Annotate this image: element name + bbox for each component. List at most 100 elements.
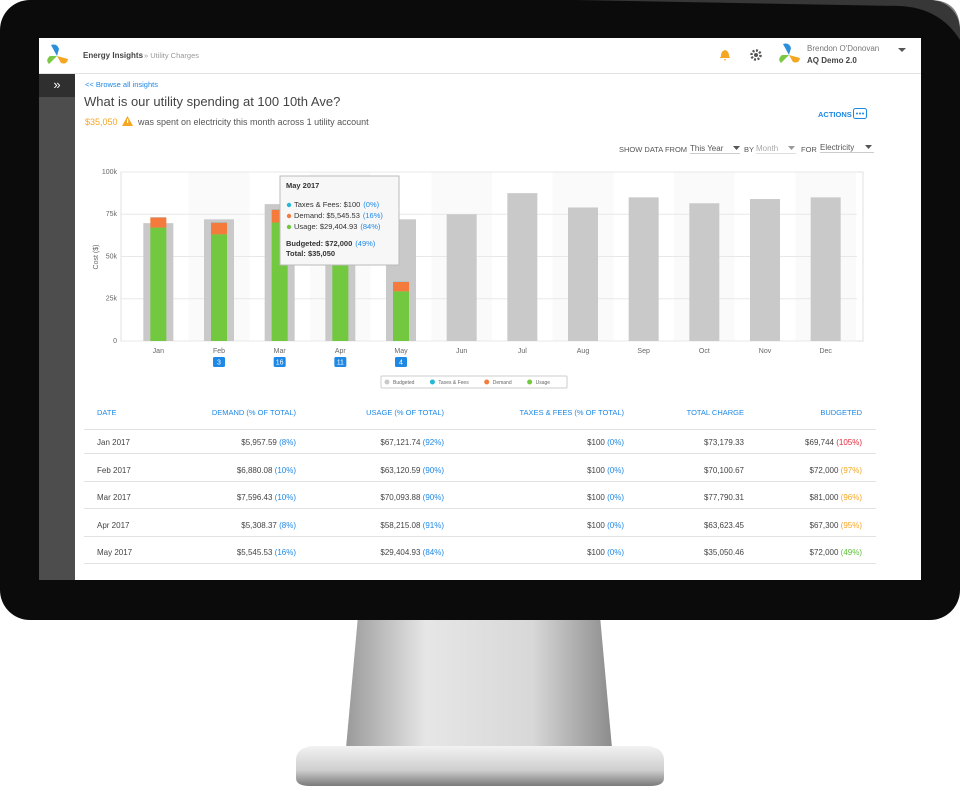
table-cell: $100 (0%) <box>587 493 624 502</box>
warning-icon <box>122 116 133 126</box>
top-bar: Energy Insights » Utility Charges Brendo… <box>39 38 921 74</box>
legend-label: Demand <box>493 380 512 386</box>
period-select[interactable]: Month <box>756 144 796 154</box>
caret <box>788 146 795 150</box>
tooltip-pct: (84%) <box>360 222 381 231</box>
budget-bar <box>750 199 780 341</box>
x-tick-label: Jul <box>518 348 527 355</box>
column-header[interactable]: TOTAL CHARGE <box>687 408 744 417</box>
amount: $81,000 <box>809 493 839 503</box>
user-name[interactable]: Brendon O'Donovan <box>807 44 880 53</box>
x-tick-label: Nov <box>759 348 772 355</box>
table-cell: $7,596.43 (10%) <box>237 493 296 502</box>
row-rule <box>84 480 876 482</box>
bar-segment <box>150 227 167 341</box>
percent: (8%) <box>279 520 296 530</box>
percent: (0%) <box>607 548 624 558</box>
screen: Energy Insights » Utility Charges Brendo… <box>39 38 921 580</box>
table-cell: Apr 2017 <box>97 521 129 530</box>
percent: (84%) <box>422 548 444 558</box>
sidebar-toggle[interactable]: » <box>39 74 75 97</box>
amount: $7,596.43 <box>236 493 273 503</box>
table-cell: $67,300 (95%) <box>810 521 863 530</box>
percent: (90%) <box>422 465 444 475</box>
table-cell: $5,957.59 (8%) <box>241 438 296 447</box>
percent: (105%) <box>836 438 862 447</box>
app-name[interactable]: Energy Insights <box>83 51 144 60</box>
x-tick-label: Dec <box>819 348 832 355</box>
year-select[interactable]: This Year <box>690 144 740 154</box>
badge <box>334 357 347 367</box>
tooltip-swatch <box>286 213 292 219</box>
amount: $29,404.93 <box>380 548 421 558</box>
header-text: USAGE (% OF TOTAL) <box>366 408 444 417</box>
amount: $72,000 <box>809 465 839 475</box>
amount: $100 <box>587 438 605 447</box>
actions-button[interactable]: ACTIONS <box>818 110 852 119</box>
header-text: TAXES & FEES (% OF TOTAL) <box>519 408 624 417</box>
column-header[interactable]: DATE <box>97 408 116 417</box>
table-cell: $72,000 (97%) <box>810 466 863 475</box>
header-text: BUDGETED <box>820 408 862 417</box>
amount: $67,300 <box>809 520 839 530</box>
y-tick-label: 25k <box>106 296 118 303</box>
sidebar <box>39 74 75 580</box>
spend-summary: was spent on electricity this month acro… <box>138 117 369 127</box>
amount: $100 <box>587 465 605 475</box>
tooltip-pct: (0%) <box>363 200 379 209</box>
y-tick-label: 100k <box>102 169 118 176</box>
column-header[interactable]: TAXES & FEES (% OF TOTAL) <box>520 408 624 417</box>
table-cell: $35,050.46 <box>704 548 744 557</box>
header-text: DATE <box>97 408 117 417</box>
org-name[interactable]: AQ Demo 2.0 <box>807 56 857 65</box>
table-cell: $5,308.37 (8%) <box>241 521 296 530</box>
percent: (0%) <box>607 465 624 475</box>
badge-count: 4 <box>399 359 403 366</box>
budget-bar <box>568 207 598 341</box>
x-tick-label: Oct <box>699 348 710 355</box>
amount: $5,308.37 <box>241 520 277 530</box>
amount: $58,215.08 <box>380 520 421 530</box>
badge-count: 16 <box>276 359 284 366</box>
badge <box>395 357 407 367</box>
settings-icon[interactable] <box>750 49 762 61</box>
tooltip-item: Usage: $29,404.93 <box>294 222 357 231</box>
page-title: What is our utility spending at 100 10th… <box>84 94 341 109</box>
legend-label: Budgeted <box>393 380 415 386</box>
legend-swatch <box>429 379 435 385</box>
column-header[interactable]: USAGE (% OF TOTAL) <box>366 408 444 417</box>
x-tick-label: Jan <box>153 348 164 355</box>
percent: (0%) <box>607 438 624 447</box>
utility-select[interactable]: Electricity <box>820 143 874 153</box>
percent: (16%) <box>274 548 296 558</box>
back-link[interactable]: << Browse all insights <box>85 80 158 89</box>
x-tick-label: Mar <box>274 348 287 355</box>
tooltip-budget-pct: (49%) <box>355 239 376 248</box>
percent: (96%) <box>840 493 862 503</box>
tooltip-total: Total: $35,050 <box>286 249 335 258</box>
table-cell: $67,121.74 (92%) <box>380 438 444 447</box>
column-header[interactable]: DEMAND (% OF TOTAL) <box>212 408 296 417</box>
amount: $70,100.67 <box>703 465 744 475</box>
tooltip-swatch <box>286 224 292 230</box>
y-tick-label: 0 <box>113 338 117 345</box>
budget-bar <box>628 197 659 341</box>
x-tick-label: Apr <box>335 348 347 355</box>
percent: (0%) <box>607 520 624 530</box>
budget-bar <box>810 197 841 341</box>
x-tick-label: Sep <box>637 348 650 355</box>
x-tick-label: Feb <box>213 348 225 355</box>
stand-base <box>296 746 664 786</box>
date: Apr 2017 <box>97 520 130 530</box>
table-cell: $72,000 (49%) <box>810 548 863 557</box>
badge-count: 11 <box>337 359 344 366</box>
percent: (90%) <box>422 493 444 503</box>
table-cell: $70,093.88 (90%) <box>380 493 444 502</box>
bell-icon[interactable] <box>720 49 730 61</box>
table-cell: $100 (0%) <box>587 521 624 530</box>
user-menu-caret[interactable] <box>898 48 906 54</box>
caret <box>865 145 872 149</box>
actions-more[interactable] <box>853 108 867 119</box>
column-header[interactable]: BUDGETED <box>820 408 862 417</box>
breadcrumb[interactable]: » Utility Charges <box>144 51 200 60</box>
